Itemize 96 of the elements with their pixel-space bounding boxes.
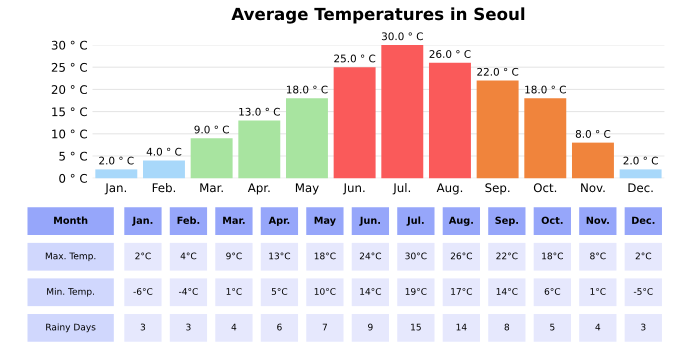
text: 24°C [360, 252, 382, 260]
category-label: Apr. [268, 216, 290, 226]
text: 6 [277, 324, 282, 330]
text: 4 [595, 324, 600, 330]
data-label: 26.0 ° C [430, 50, 471, 58]
text: 4°C [180, 252, 196, 260]
data-label: 25.0 ° C [334, 54, 376, 62]
text: 4 [231, 324, 236, 330]
data-label: 18.0 ° C [286, 86, 328, 94]
text: 3 [641, 324, 646, 330]
data-label: 8.0 ° C [576, 130, 610, 138]
x-tick-label: Jan. [104, 183, 126, 194]
text: 26°C [450, 252, 472, 260]
text: 13°C [269, 252, 290, 260]
text: 14°C [360, 288, 382, 295]
bar [428, 62, 471, 178]
data-label: 9.0 ° C [194, 126, 229, 134]
x-tick-label: Feb. [152, 183, 176, 192]
category-label: Max. Temp. [46, 252, 96, 262]
y-tick-label: 15 ° C [52, 107, 87, 116]
x-tick-label: Oct. [534, 183, 556, 192]
data-label: 13.0 ° C [239, 108, 280, 116]
bar [334, 67, 376, 178]
text: 10°C [314, 288, 336, 295]
text: 1°C [226, 288, 242, 295]
category-label: Oct. [542, 216, 563, 224]
data-label: 4.0 ° C [146, 148, 182, 156]
text: -4°C [178, 288, 198, 295]
text: 14 [456, 324, 467, 330]
y-tick-label: 30 ° C [52, 40, 87, 50]
bar [381, 45, 424, 178]
bar [95, 169, 138, 178]
chart-title: Average Temperatures in Seoul [231, 7, 524, 24]
text: 22°C [496, 252, 518, 260]
y-tick-label: 10 ° C [52, 130, 87, 138]
text: 18°C [542, 252, 563, 260]
category-label: Nov. [586, 216, 609, 224]
text: 19°C [406, 288, 427, 295]
data-label: 2.0 ° C [624, 156, 658, 165]
x-tick-label: Jun. [342, 183, 364, 194]
y-tick-label: 20 ° C [52, 85, 87, 94]
text: 2°C [636, 252, 652, 260]
text: 9°C [226, 252, 242, 260]
bar [286, 98, 328, 178]
text: 5°C [272, 288, 288, 295]
category-label: Min. Temp. [47, 288, 94, 297]
bar [620, 169, 662, 178]
category-label: Sep. [495, 216, 518, 226]
x-tick-label: Mar. [200, 183, 223, 192]
category-label: Jan. [132, 216, 152, 226]
bar [572, 142, 614, 178]
text: 17°C [451, 288, 472, 295]
text: 5 [550, 324, 554, 330]
text: 2°C [135, 252, 151, 260]
category-label: Rainy Days [46, 323, 96, 332]
data-label: 22.0 ° C [477, 68, 518, 76]
text: Month [54, 216, 88, 224]
x-tick-label: Dec. [628, 183, 653, 192]
text: 15 [411, 324, 421, 330]
bar [524, 98, 566, 178]
bar [476, 80, 519, 178]
bar [238, 120, 280, 178]
text: 7 [322, 324, 327, 330]
y-tick-label: 5 ° C [59, 152, 87, 161]
y-tick-label: 25 ° C [52, 62, 87, 72]
text: 8°C [590, 252, 606, 260]
text: 6°C [544, 288, 560, 295]
x-tick-label: May [296, 183, 319, 194]
text: 3 [140, 324, 146, 330]
category-label: Mar. [223, 216, 245, 224]
text: -5°C [634, 288, 653, 295]
bar [143, 160, 185, 178]
category-label: Jun. [359, 216, 380, 226]
text: 1°C [590, 288, 606, 295]
data-label: 2.0 ° C [99, 156, 134, 165]
text: 8 [504, 324, 510, 330]
x-tick-label: Aug. [436, 183, 462, 194]
text: 9 [368, 324, 373, 330]
x-tick-label: Sep. [485, 183, 510, 194]
category-label: May [314, 216, 336, 226]
text: 14°C [496, 288, 518, 295]
category-label: Aug. [448, 216, 473, 226]
text: -6°C [133, 288, 152, 295]
category-label: Jul. [406, 216, 424, 226]
x-tick-label: Apr. [248, 183, 270, 194]
data-label: 18.0 ° C [525, 86, 566, 94]
category-label: Feb. [178, 216, 200, 224]
text: 18°C [314, 252, 336, 260]
data-label: 30.0 ° C [382, 32, 423, 40]
category-label: Dec. [632, 216, 654, 224]
x-tick-label: Nov. [581, 183, 605, 192]
text: 3 [186, 324, 191, 330]
text: 30°C [405, 252, 427, 260]
y-tick-label: 0 ° C [59, 174, 87, 183]
bar [190, 138, 233, 178]
x-tick-label: Jul. [392, 183, 410, 194]
